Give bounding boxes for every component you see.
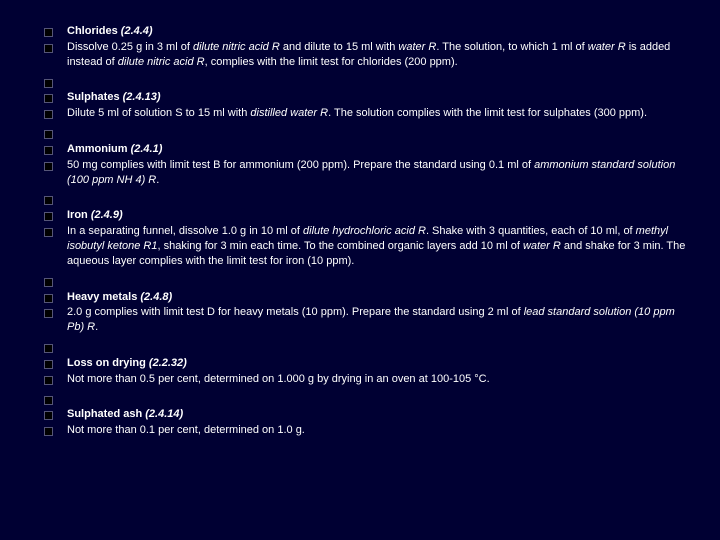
heading-row: Sulphates (2.4.13) (44, 90, 690, 105)
bullet-icon (44, 309, 53, 318)
bullet-icon (44, 146, 53, 155)
heading-row-text: Sulphates (2.4.13) (67, 90, 690, 105)
empty-bullet (44, 192, 690, 207)
bullet-icon (44, 344, 53, 353)
body-row-text: In a separating funnel, dissolve 1.0 g i… (67, 224, 690, 269)
bullet-icon (44, 79, 53, 88)
heading-row: Heavy metals (2.4.8) (44, 290, 690, 305)
bullet-icon (44, 196, 53, 205)
bullet-icon (44, 110, 53, 119)
bullet-icon (44, 228, 53, 237)
bullet-icon (44, 130, 53, 139)
bullet-icon (44, 427, 53, 436)
bullet-icon (44, 376, 53, 385)
bullet-icon (44, 294, 53, 303)
empty-bullet (44, 392, 690, 407)
bullet-icon (44, 396, 53, 405)
body-row-text: 2.0 g complies with limit test D for hea… (67, 305, 690, 335)
empty-bullet (44, 126, 690, 141)
heading-row: Loss on drying (2.2.32) (44, 356, 690, 371)
body-row: Dilute 5 ml of solution S to 15 ml with … (44, 106, 690, 121)
bullet-icon (44, 360, 53, 369)
heading-row-text: Sulphated ash (2.4.14) (67, 407, 690, 422)
bullet-icon (44, 44, 53, 53)
body-row: In a separating funnel, dissolve 1.0 g i… (44, 224, 690, 269)
bullet-icon (44, 162, 53, 171)
heading-row-text: Loss on drying (2.2.32) (67, 356, 690, 371)
body-row-text: Dissolve 0.25 g in 3 ml of dilute nitric… (67, 40, 690, 70)
body-row: Not more than 0.5 per cent, determined o… (44, 372, 690, 387)
heading-row: Ammonium (2.4.1) (44, 142, 690, 157)
heading-row-text: Heavy metals (2.4.8) (67, 290, 690, 305)
empty-bullet (44, 75, 690, 90)
body-row-text: 50 mg complies with limit test B for amm… (67, 158, 690, 188)
body-row: Not more than 0.1 per cent, determined o… (44, 423, 690, 438)
bullet-icon (44, 28, 53, 37)
empty-bullet (44, 340, 690, 355)
slide: Chlorides (2.4.4) Dissolve 0.25 g in 3 m… (0, 0, 720, 459)
empty-bullet (44, 274, 690, 289)
heading-row: Iron (2.4.9) (44, 208, 690, 223)
heading-row: Sulphated ash (2.4.14) (44, 407, 690, 422)
heading-row-text: Chlorides (2.4.4) (67, 24, 690, 39)
heading-row-text: Ammonium (2.4.1) (67, 142, 690, 157)
bullet-icon (44, 212, 53, 221)
body-row-text: Not more than 0.5 per cent, determined o… (67, 372, 690, 387)
body-row: Dissolve 0.25 g in 3 ml of dilute nitric… (44, 40, 690, 70)
body-row: 50 mg complies with limit test B for amm… (44, 158, 690, 188)
body-row-text: Dilute 5 ml of solution S to 15 ml with … (67, 106, 690, 121)
bullet-icon (44, 411, 53, 420)
heading-row-text: Iron (2.4.9) (67, 208, 690, 223)
body-row: 2.0 g complies with limit test D for hea… (44, 305, 690, 335)
body-row-text: Not more than 0.1 per cent, determined o… (67, 423, 690, 438)
bullet-icon (44, 94, 53, 103)
bullet-icon (44, 278, 53, 287)
heading-row: Chlorides (2.4.4) (44, 24, 690, 39)
